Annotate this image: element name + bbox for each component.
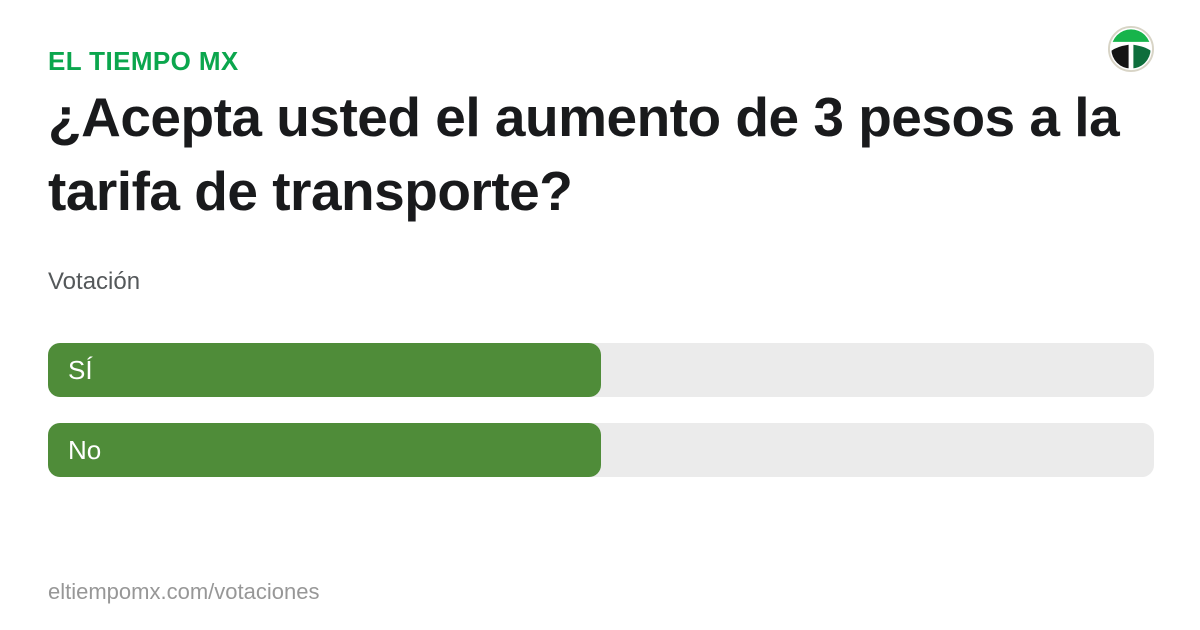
poll-option-yes-bar: SÍ [48, 343, 601, 397]
poll-question: ¿Acepta usted el aumento de 3 pesos a la… [48, 86, 1120, 222]
footer-url: eltiempomx.com/votaciones [48, 579, 320, 604]
brand-logo-icon [1108, 26, 1154, 72]
poll-option-yes-label: SÍ [68, 354, 93, 385]
poll-option-no-label: No [68, 434, 102, 465]
poll-option-no-bar: No [48, 423, 601, 477]
brand-wordmark: EL TIEMPO MX [48, 46, 239, 76]
poll-options-list: SÍ No [48, 343, 1154, 503]
poll-section-label: Votación [48, 268, 141, 295]
poll-option-no[interactable]: No [48, 423, 1154, 477]
poll-option-yes[interactable]: SÍ [48, 343, 1154, 397]
